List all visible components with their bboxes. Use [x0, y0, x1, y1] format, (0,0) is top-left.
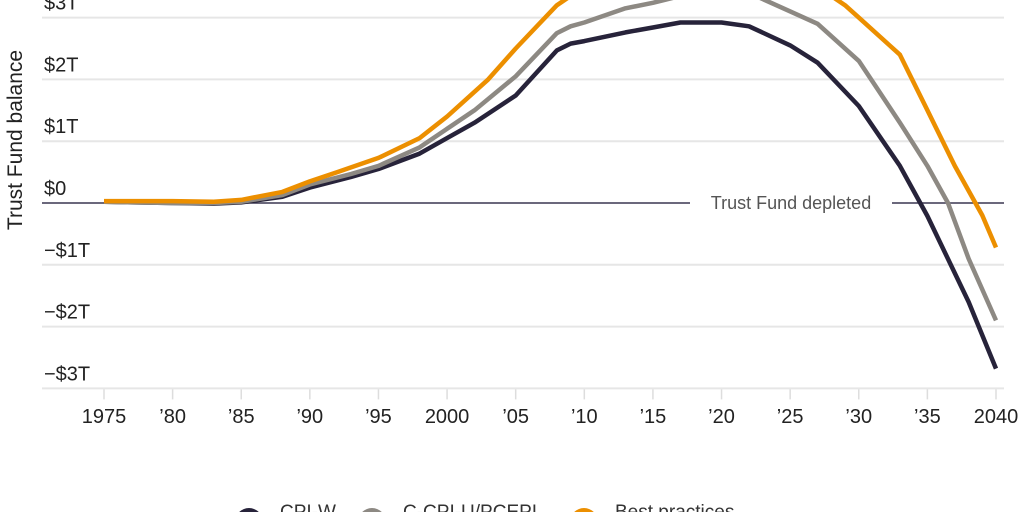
- y-tick-label: −$1T: [44, 240, 90, 262]
- y-tick-label: −$2T: [44, 302, 90, 324]
- x-tick-label: ’85: [228, 406, 255, 428]
- legend-swatch: [239, 508, 259, 512]
- x-tick-label: 1975: [82, 406, 127, 428]
- y-axis-label: Trust Fund balance: [4, 50, 27, 230]
- x-tick-label: ’95: [365, 406, 392, 428]
- annotation-background: [690, 191, 892, 215]
- legend-label: Best practices: [615, 502, 734, 512]
- series-lines: [103, 0, 999, 370]
- depleted-annotation: Trust Fund depleted: [690, 191, 892, 215]
- y-tick-label: $2T: [44, 54, 78, 76]
- x-tick-label: 2000: [425, 406, 470, 428]
- y-tick-label: $1T: [44, 116, 78, 138]
- x-tick-label: ’20: [708, 406, 735, 428]
- x-tick-label: ’35: [914, 406, 941, 428]
- legend-swatch: [362, 508, 382, 512]
- legend-label: CPI-W: [280, 502, 336, 512]
- y-tick-label: $3T: [44, 0, 78, 15]
- x-tick-label: ’05: [502, 406, 529, 428]
- annotation-label: Trust Fund depleted: [711, 193, 871, 213]
- y-axis-tick-labels: $3T $2T $1T $0 −$1T −$2T −$3T: [44, 0, 90, 385]
- x-tick-label: ’30: [845, 406, 872, 428]
- legend-swatch: [574, 508, 594, 512]
- y-tick-label: −$3T: [44, 363, 90, 385]
- x-tick-label: ’25: [777, 406, 804, 428]
- x-tick-label: ’15: [640, 406, 667, 428]
- legend-label: C-CPI-U/PCEPI: [403, 502, 537, 512]
- x-tick-label: ’90: [296, 406, 323, 428]
- legend: CPI-W C-CPI-U/PCEPI Best practices: [239, 502, 734, 512]
- y-tick-label: $0: [44, 178, 66, 200]
- series-line-1: [103, 0, 999, 322]
- x-axis-ticks: 1975 ’80 ’85 ’90 ’95 2000 ’05 ’10 ’15 ’20 ’25 ’30 ’3…: [82, 389, 1019, 428]
- x-tick-label: ’80: [159, 406, 186, 428]
- x-tick-label: ’10: [571, 406, 598, 428]
- x-tick-label: 2040: [974, 406, 1019, 428]
- series-line-2: [104, 0, 999, 249]
